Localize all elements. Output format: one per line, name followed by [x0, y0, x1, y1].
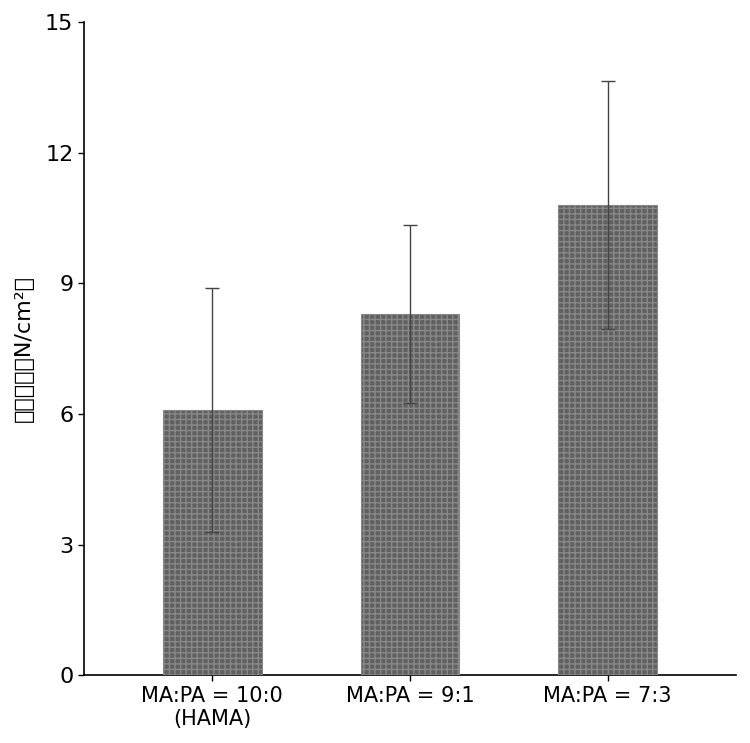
- Y-axis label: 拉伸强度（N/cm²）: 拉伸强度（N/cm²）: [14, 275, 34, 422]
- Bar: [361, 314, 459, 675]
- Bar: [163, 409, 262, 675]
- Bar: [558, 205, 657, 675]
